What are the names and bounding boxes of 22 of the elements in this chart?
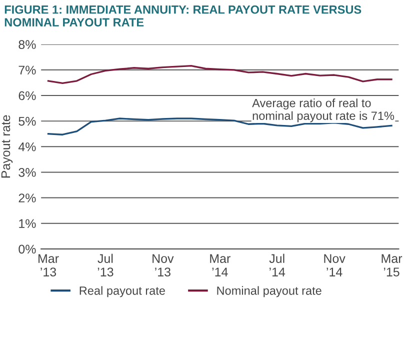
- y-tick-label: 0%: [18, 244, 36, 254]
- annotation: Average ratio of real to nominal payout rate is 71%: [252, 98, 394, 122]
- chart-title: FIGURE 1: IMMEDIATE ANNUITY: REAL PAYOUT RATE VERSUS NOMINAL PAYOUT RATE: [4, 5, 362, 27]
- y-tick-label: 3%: [18, 168, 36, 177]
- y-tick-label: 7%: [18, 66, 36, 75]
- legend-label: Nominal payout rate: [217, 286, 322, 298]
- legend-label: Real payout rate: [80, 286, 165, 298]
- x-tick-label: Mar ’14: [210, 254, 230, 276]
- x-tick-label: Nov ’14: [324, 254, 346, 276]
- y-tick-label: 1%: [19, 219, 36, 228]
- y-axis-title: Payout rate: [1, 115, 13, 178]
- x-tick-label: Jul ’13: [98, 254, 114, 276]
- y-tick-label: 6%: [18, 91, 36, 100]
- y-tick-label: 2%: [18, 194, 36, 202]
- x-tick-label: Jul ’14: [269, 254, 286, 276]
- x-tick-label: Mar ’13: [38, 254, 59, 276]
- x-tick-label: Nov ’13: [152, 254, 174, 276]
- y-tick-label: 8%: [18, 40, 36, 49]
- line-series: [47, 64, 392, 84]
- y-tick-label: 4%: [18, 142, 36, 152]
- x-tick-label: Mar ’15: [382, 254, 402, 276]
- y-tick-label: 5%: [18, 116, 36, 126]
